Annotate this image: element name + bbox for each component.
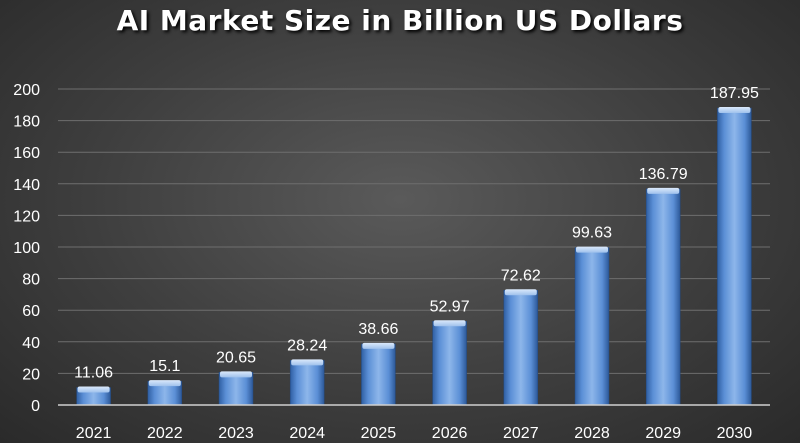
x-tick-label-2025: 2025: [361, 425, 397, 442]
y-tick-label: 60: [22, 303, 40, 320]
data-label-2021: 11.06: [74, 365, 113, 382]
x-tick-label-2026: 2026: [432, 425, 468, 442]
data-label-2022: 15.1: [149, 358, 180, 375]
x-tick-label-2028: 2028: [574, 425, 610, 442]
y-tick-label: 0: [31, 398, 40, 415]
bar-2024: [289, 360, 325, 406]
bars: [76, 107, 752, 406]
x-tick-label-2024: 2024: [289, 425, 325, 442]
y-axis-ticks: 0 20 40 60 80 100 120 140 160 180 200: [13, 82, 40, 415]
y-tick-label: 120: [13, 208, 40, 225]
y-tick-label: 20: [22, 366, 40, 383]
x-tick-label-2022: 2022: [147, 425, 183, 442]
bar-cap-2030: [718, 107, 751, 114]
bar-cap-2023: [220, 371, 252, 378]
y-tick-label: 100: [13, 240, 40, 257]
x-tick-label-2030: 2030: [717, 425, 753, 442]
data-label-2024: 28.24: [287, 337, 327, 354]
data-label-2026: 52.97: [430, 298, 470, 315]
y-tick-label: 80: [22, 272, 40, 289]
gridlines: [58, 88, 770, 374]
data-label-2029: 136.79: [639, 166, 688, 183]
chart-title: AI Market Size in Billion US Dollars: [116, 4, 684, 37]
data-label-2025: 38.66: [358, 321, 398, 338]
y-tick-label: 180: [13, 114, 40, 131]
data-label-2023: 20.65: [216, 349, 256, 366]
bar-cap-2028: [576, 246, 608, 253]
data-label-2028: 99.63: [572, 225, 612, 242]
y-tick-label: 160: [13, 145, 40, 162]
data-label-2027: 72.62: [501, 267, 541, 284]
x-tick-label-2027: 2027: [503, 425, 539, 442]
bar-2028: [574, 247, 610, 406]
bar-2025: [361, 343, 396, 406]
bar-cap-2029: [647, 187, 680, 194]
bar-cap-2026: [433, 320, 466, 327]
data-labels: 11.06 15.1 20.65 28.24 38.66 52.97 72.62 99.63 1…: [74, 85, 759, 381]
x-tick-label-2029: 2029: [645, 425, 681, 442]
bar-cap-2025: [362, 342, 395, 349]
data-label-2030: 187.95: [710, 85, 759, 102]
bar-cap-2027: [504, 289, 537, 296]
x-tick-label-2023: 2023: [218, 425, 254, 442]
y-tick-label: 200: [13, 82, 40, 99]
bar-cap-2024: [291, 359, 324, 366]
bar-2030: [717, 107, 752, 406]
x-axis-ticks: 2021 2022 2023 2024 2025 2026 2027 2028 2029 2030: [76, 425, 752, 442]
x-tick-label-2021: 2021: [76, 425, 112, 442]
bar-cap-2021: [77, 386, 110, 393]
bar-2027: [503, 290, 539, 406]
bar-2029: [645, 188, 681, 406]
y-tick-label: 140: [13, 177, 40, 194]
bar-cap-2022: [148, 380, 181, 387]
y-tick-label: 40: [22, 335, 40, 352]
bar-2026: [432, 321, 467, 406]
